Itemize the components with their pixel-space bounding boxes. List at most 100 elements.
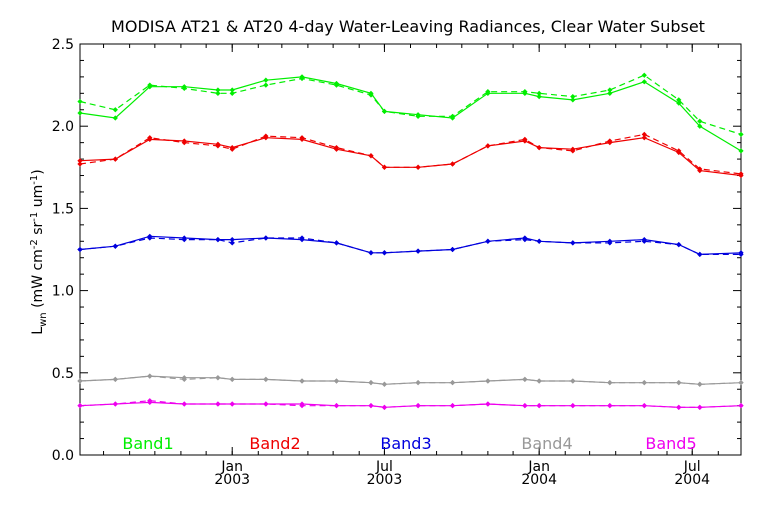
band5-dashed-point bbox=[536, 403, 542, 409]
band1-solid-line bbox=[79, 76, 742, 152]
band5-dashed-point bbox=[381, 404, 388, 410]
y-axis-label: Lwn (mW cm-2 sr-1 um-1) bbox=[29, 169, 49, 334]
band5-dashed-point bbox=[607, 403, 613, 409]
band2-solid-line bbox=[79, 137, 742, 177]
band3-dashed-point bbox=[676, 241, 682, 248]
band1-dashed-point bbox=[263, 82, 269, 88]
band3-dashed-point bbox=[263, 235, 269, 241]
band2-dashed-point bbox=[77, 161, 83, 167]
band1-dashed-point bbox=[738, 131, 744, 138]
band3-dashed-point bbox=[299, 235, 305, 241]
x-tick-label: Jul bbox=[683, 459, 701, 475]
band2-dashed-point bbox=[381, 164, 388, 170]
band5-legend-label: Band5 bbox=[645, 434, 696, 453]
band1-dashed-point bbox=[676, 97, 682, 103]
band3-legend-label: Band3 bbox=[380, 434, 431, 453]
band5-dashed-point bbox=[77, 403, 83, 409]
band1-dashed-point bbox=[536, 90, 542, 96]
band2-dashed-point bbox=[676, 148, 682, 154]
band3-dashed-point bbox=[536, 238, 542, 244]
y-axis-label-part: sr bbox=[30, 221, 46, 239]
band2-dashed-point bbox=[147, 135, 153, 141]
band2-dashed-point bbox=[607, 138, 613, 144]
y-axis-label-part: um bbox=[30, 185, 46, 212]
band2-dashed-point bbox=[333, 144, 340, 151]
band1-dashed-point bbox=[415, 113, 421, 119]
band2-dashed-point bbox=[112, 156, 118, 162]
band5-dashed-point bbox=[181, 401, 187, 407]
y-tick-label: 1.5 bbox=[52, 201, 74, 217]
band1-dashed-point bbox=[607, 87, 613, 93]
band1-dashed-point bbox=[181, 85, 187, 92]
chart-title: MODISA AT21 & AT20 4-day Water-Leaving R… bbox=[111, 17, 705, 36]
x-tick-year-label: 2003 bbox=[214, 472, 250, 488]
band1-solid-point bbox=[112, 115, 118, 121]
band1-dashed-point bbox=[449, 113, 456, 119]
band4-dashed-point bbox=[147, 373, 153, 379]
band1-dashed-point bbox=[229, 90, 235, 96]
band4-dashed-point bbox=[77, 378, 83, 384]
band4-dashed-point bbox=[485, 378, 491, 384]
band3-dashed-point bbox=[449, 246, 456, 253]
band4-dashed-point bbox=[738, 380, 744, 386]
band1-dashed-point bbox=[299, 75, 305, 82]
band4-dashed-point bbox=[299, 378, 305, 384]
band2-dashed-point bbox=[263, 133, 269, 139]
band2-legend-label: Band2 bbox=[249, 434, 300, 453]
band5-dashed-point bbox=[368, 403, 374, 409]
band1-dashed-point bbox=[112, 107, 118, 113]
band5-dashed-point bbox=[229, 401, 235, 407]
band3-dashed-point bbox=[697, 251, 703, 258]
band4-legend-label: Band4 bbox=[521, 434, 572, 453]
band2-dashed-point bbox=[215, 143, 221, 149]
band1-dashed-point bbox=[77, 98, 83, 105]
band1-dashed-point bbox=[697, 118, 703, 124]
band5-dashed-point bbox=[147, 398, 153, 404]
band4-dashed-line bbox=[79, 375, 742, 385]
band5-dashed-point bbox=[570, 403, 576, 409]
x-tick-year-label: 2004 bbox=[674, 472, 710, 488]
band5-dashed-point bbox=[676, 404, 682, 410]
band3-dashed-point bbox=[607, 240, 613, 246]
y-axis-label-part: -1 bbox=[29, 175, 40, 185]
x-tick-year-label: 2004 bbox=[521, 472, 557, 488]
x-tick-label: Jan bbox=[220, 459, 243, 475]
band4-dashed-point bbox=[607, 380, 613, 386]
band5-dashed-point bbox=[333, 403, 340, 409]
band2-dashed-point bbox=[368, 153, 374, 159]
band5-dashed-point bbox=[449, 403, 456, 409]
band3-dashed-point bbox=[215, 237, 221, 243]
band1-solid-point bbox=[738, 148, 744, 154]
band1-dashed-point bbox=[570, 93, 576, 100]
x-tick-year-label: 2003 bbox=[367, 472, 403, 488]
band4-dashed-point bbox=[215, 375, 221, 381]
band2-dashed-point bbox=[522, 136, 528, 142]
band3-dashed-point bbox=[415, 248, 421, 254]
band1-dashed-point bbox=[641, 72, 647, 78]
band3-dashed-point bbox=[522, 237, 528, 243]
band4-dashed-point bbox=[368, 380, 374, 386]
y-axis-label-part: L bbox=[30, 327, 46, 335]
band4-dashed-point bbox=[263, 376, 269, 383]
band5-dashed-line bbox=[79, 400, 742, 408]
band1-dashed-point bbox=[485, 89, 491, 95]
band5-dashed-point bbox=[112, 401, 118, 407]
y-axis-label-part: -1 bbox=[29, 212, 40, 222]
band3-dashed-point bbox=[147, 235, 153, 241]
band5-dashed-point bbox=[697, 404, 703, 410]
band2-dashed-point bbox=[536, 144, 542, 151]
band3-dashed-point bbox=[641, 238, 647, 244]
band1-legend-label: Band1 bbox=[122, 434, 173, 453]
band4-dashed-point bbox=[181, 376, 187, 383]
band5-dashed-point bbox=[415, 403, 421, 409]
band5-dashed-point bbox=[522, 403, 528, 409]
band5-dashed-point bbox=[299, 403, 305, 409]
band2-dashed-point bbox=[697, 166, 703, 172]
plot-area: 0.00.51.01.52.02.5Jan2003Jul2003Jan2004J… bbox=[52, 37, 744, 488]
band2-dashed-point bbox=[641, 131, 647, 138]
y-tick-label: 2.0 bbox=[52, 119, 74, 135]
band5-dashed-point bbox=[738, 403, 744, 409]
band1-solid-point bbox=[263, 77, 269, 83]
band4-dashed-point bbox=[536, 378, 542, 384]
band3-dashed-point bbox=[570, 240, 576, 246]
